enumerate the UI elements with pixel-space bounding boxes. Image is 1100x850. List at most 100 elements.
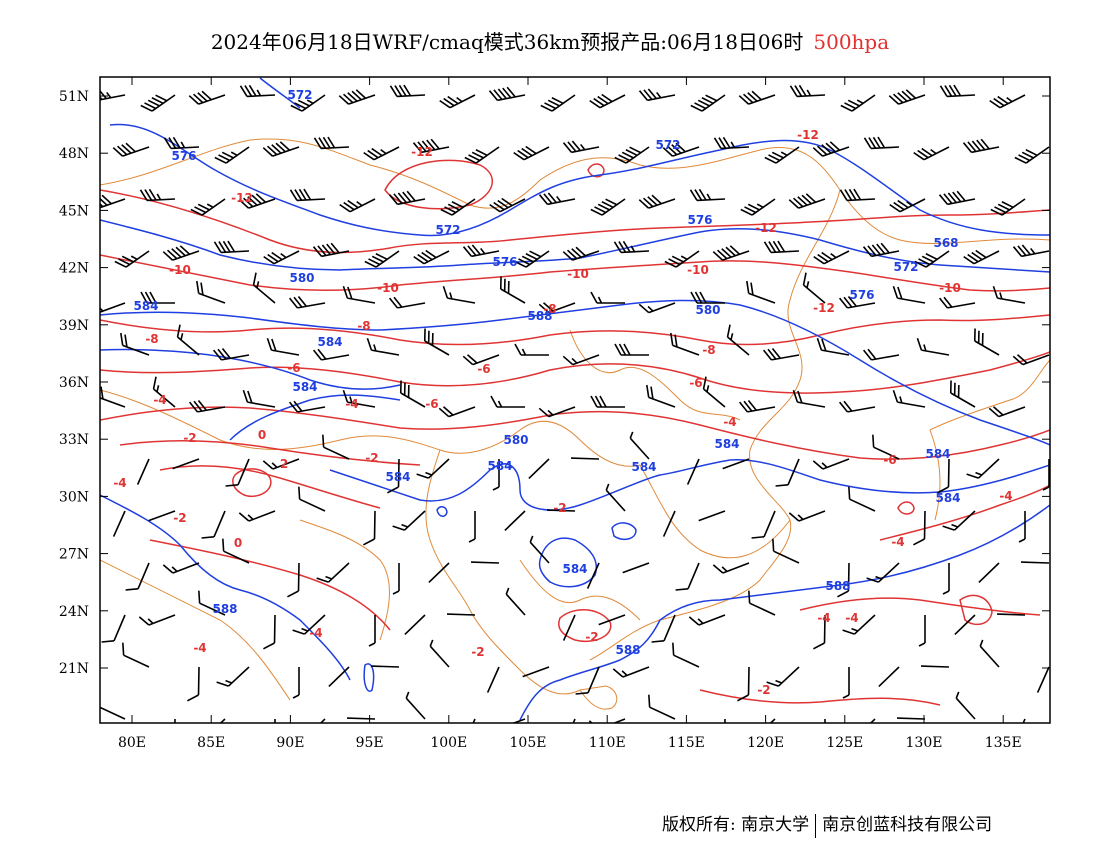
wind-barb	[992, 286, 1026, 304]
wind-barb	[364, 250, 400, 268]
height-contour-label: 580	[503, 433, 528, 447]
wind-barb	[862, 348, 900, 361]
wind-barb	[748, 590, 776, 616]
wind-barb	[788, 510, 826, 522]
wind-barb	[313, 136, 350, 150]
wind-barb	[538, 192, 576, 206]
latitude-label: 51N	[59, 89, 89, 105]
wind-barb	[690, 94, 726, 112]
wind-barb	[698, 510, 726, 522]
wind-barb	[148, 510, 176, 522]
wind-barb	[188, 400, 226, 413]
wind-barb	[514, 343, 549, 356]
wind-barb	[370, 665, 400, 668]
height-contour-label: 588	[615, 643, 640, 657]
temperature-contour-label: -6	[425, 397, 438, 411]
temperature-contour-label: -6	[883, 453, 896, 467]
temperature-contour-label: -12	[755, 221, 777, 235]
wind-barb	[262, 141, 300, 157]
wind-barb	[190, 198, 226, 216]
wind-barb	[292, 667, 300, 699]
temperature-contour-label: -10	[687, 263, 709, 277]
wind-barb	[312, 242, 350, 258]
wind-barb	[723, 718, 726, 723]
wind-barb	[590, 198, 626, 216]
wind-barb	[916, 338, 950, 356]
height-contour-label: 568	[933, 236, 958, 250]
wind-barb	[446, 613, 476, 616]
temperature-contour-label: -2	[183, 431, 196, 445]
temperature-contour-label: 2	[280, 457, 288, 471]
wind-barb	[514, 250, 550, 268]
wind-barb	[662, 510, 676, 537]
wind-barb	[990, 198, 1026, 216]
temperature-contour-label: -10	[377, 281, 399, 295]
wind-barb	[464, 146, 500, 164]
wind-barb	[712, 562, 750, 574]
temperature-contour-label: -8	[357, 319, 370, 333]
temperature-contour-label: -4	[723, 415, 736, 429]
wind-barb	[772, 538, 800, 564]
wind-barb	[918, 615, 926, 647]
temperature-contour-label: -2	[757, 683, 770, 697]
wind-barb	[489, 197, 526, 213]
wind-barb	[304, 718, 326, 723]
height-contour-label: 572	[893, 260, 918, 274]
temperature-contour-label: -4	[113, 476, 126, 490]
wind-barb	[775, 458, 800, 487]
wind-barb	[312, 348, 350, 361]
wind-barb	[562, 354, 600, 366]
height-contour-label: 584	[631, 460, 656, 474]
wind-barb	[328, 666, 350, 688]
wind-barb	[490, 395, 525, 408]
latitude-label: 39N	[59, 318, 89, 334]
wind-barb	[363, 510, 376, 546]
wind-barb	[570, 457, 600, 460]
wind-barb	[629, 431, 650, 460]
wind-barb	[292, 614, 326, 635]
wind-barb	[100, 694, 126, 720]
wind-barb	[112, 142, 150, 157]
wind-barb	[225, 458, 250, 487]
wind-barb	[1042, 459, 1050, 491]
wind-barb	[528, 458, 550, 480]
temperature-contour-label: -4	[309, 626, 322, 640]
wind-barb	[662, 142, 700, 157]
wind-barb	[963, 249, 1000, 265]
wind-barb	[816, 338, 850, 356]
wind-barb	[562, 140, 600, 154]
wind-barb	[196, 280, 226, 304]
wind-barb	[878, 666, 900, 688]
wind-barb	[751, 510, 776, 539]
wind-barb	[322, 434, 350, 460]
wind-barb	[914, 250, 950, 268]
map-frame	[99, 76, 1051, 724]
wind-barb	[176, 324, 200, 356]
wind-barb	[392, 563, 400, 595]
wind-barb	[978, 562, 1000, 584]
wind-barb	[363, 146, 400, 161]
wind-barb	[187, 666, 200, 702]
wind-barb	[688, 614, 726, 626]
wind-barb	[942, 563, 950, 595]
height-contour-label: 576	[849, 288, 874, 302]
map-title: 2024年06月18日WRF/cmaq模式36km预报产品:06月18日06时 5…	[0, 26, 1100, 55]
wind-barb	[690, 291, 725, 304]
wind-barb	[590, 395, 625, 408]
wind-barb	[388, 296, 426, 309]
temperature-contour-label: -4	[891, 535, 904, 549]
longitude-label: 125E	[826, 735, 863, 751]
wind-barb	[842, 614, 876, 635]
wind-barb	[889, 198, 926, 213]
wind-barb	[939, 84, 976, 98]
wind-barb	[737, 666, 750, 702]
height-contour-label: 588	[212, 602, 237, 616]
wind-barb	[440, 198, 476, 216]
longitude-label: 135E	[985, 735, 1022, 751]
longitude-label: 100E	[430, 735, 467, 751]
latitude-label: 27N	[59, 547, 89, 563]
wind-barb	[1012, 354, 1050, 366]
wind-barb	[288, 400, 326, 413]
wind-barb	[438, 406, 476, 418]
wind-barb	[612, 666, 650, 678]
